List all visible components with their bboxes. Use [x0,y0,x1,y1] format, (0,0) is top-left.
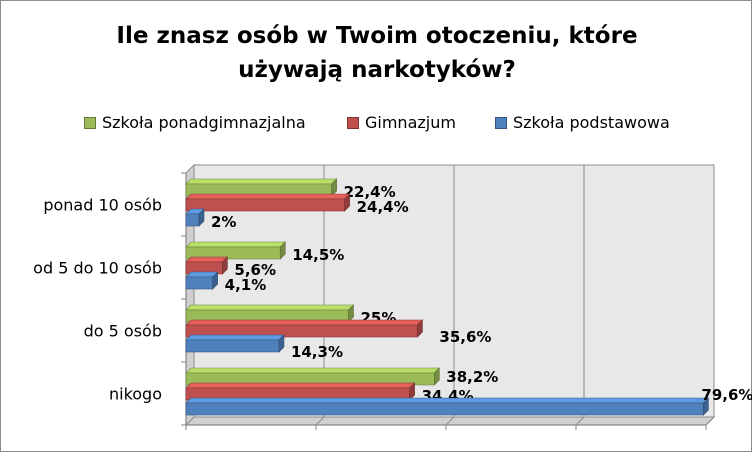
legend-item-gimnazjum: Gimnazjum [347,113,456,132]
bar [185,339,280,353]
category-label: ponad 10 osób [43,196,162,215]
bar [185,402,704,416]
bar-top-face [185,367,441,374]
legend-label-szkola-ponadgimnazjalna: Szkoła ponadgimnazjalna [102,113,306,132]
bar-end-face [222,256,228,275]
bar-end-face [409,382,415,401]
legend-label-szkola-podstawowa: Szkoła podstawowa [513,113,670,132]
data-label: 4,1% [225,276,267,294]
gridline-floor [445,416,455,426]
chart-legend: Szkoła ponadgimnazjalna Gimnazjum Szkoła… [1,113,752,137]
data-label: 14,5% [292,246,344,264]
legend-label-gimnazjum: Gimnazjum [365,113,456,132]
data-label: 22,4% [344,183,396,201]
bar-top-face [185,271,219,278]
bar [185,198,345,212]
gridline-floor [575,416,585,426]
bar-end-face [212,271,218,290]
gridline-floor [315,416,325,426]
data-label: 24,4% [357,198,409,216]
bar-top-face [185,256,229,263]
bar-top-face [185,319,424,326]
data-label: 38,2% [446,368,498,386]
bar-end-face [278,334,285,353]
chart-title-line-1: Ile znasz osób w Twoim otoczeniu, które [116,23,638,49]
plot-area: ponad 10 osób od 5 do 10 osób do 5 osób nik… [33,163,752,430]
bar-end-face [279,241,286,260]
chart-title: Ile znasz osób w Twoim otoczeniu, które … [1,19,752,87]
bar-end-face [198,208,205,227]
bar-end-face [703,397,709,416]
legend-item-szkola-podstawowa: Szkoła podstawowa [495,113,670,132]
bar-end-face [344,193,350,212]
bar-top-face [185,178,338,185]
bar-top-face [185,241,286,248]
bar-end-face [433,367,440,386]
legend-item-szkola-ponadgimnazjalna: Szkoła ponadgimnazjalna [84,113,306,132]
category-label: od 5 do 10 osób [33,259,162,278]
data-label: 2% [211,213,236,231]
legend-swatch-blue [495,116,507,129]
bar-top-face [185,397,710,404]
bar-end-face [417,319,423,338]
gridline-floor [705,416,715,426]
bar [185,213,200,227]
data-label: 79,6% [701,386,752,404]
bar-top-face [185,304,355,311]
category-label: do 5 osób [84,322,162,341]
data-label: 35,6% [439,328,491,346]
chart-title-line-2: używają narkotyków? [238,57,516,83]
data-label: 14,3% [291,343,343,361]
data-label: 5,6% [234,261,276,279]
bar-top-face [185,334,285,341]
legend-swatch-green [84,116,96,129]
bar-top-face [185,382,416,389]
category-label: nikogo [109,385,162,404]
bar-end-face [331,178,337,197]
bar-end-face [348,304,354,323]
bar-top-face [185,193,351,200]
legend-swatch-red [347,116,359,129]
bar [185,276,213,290]
